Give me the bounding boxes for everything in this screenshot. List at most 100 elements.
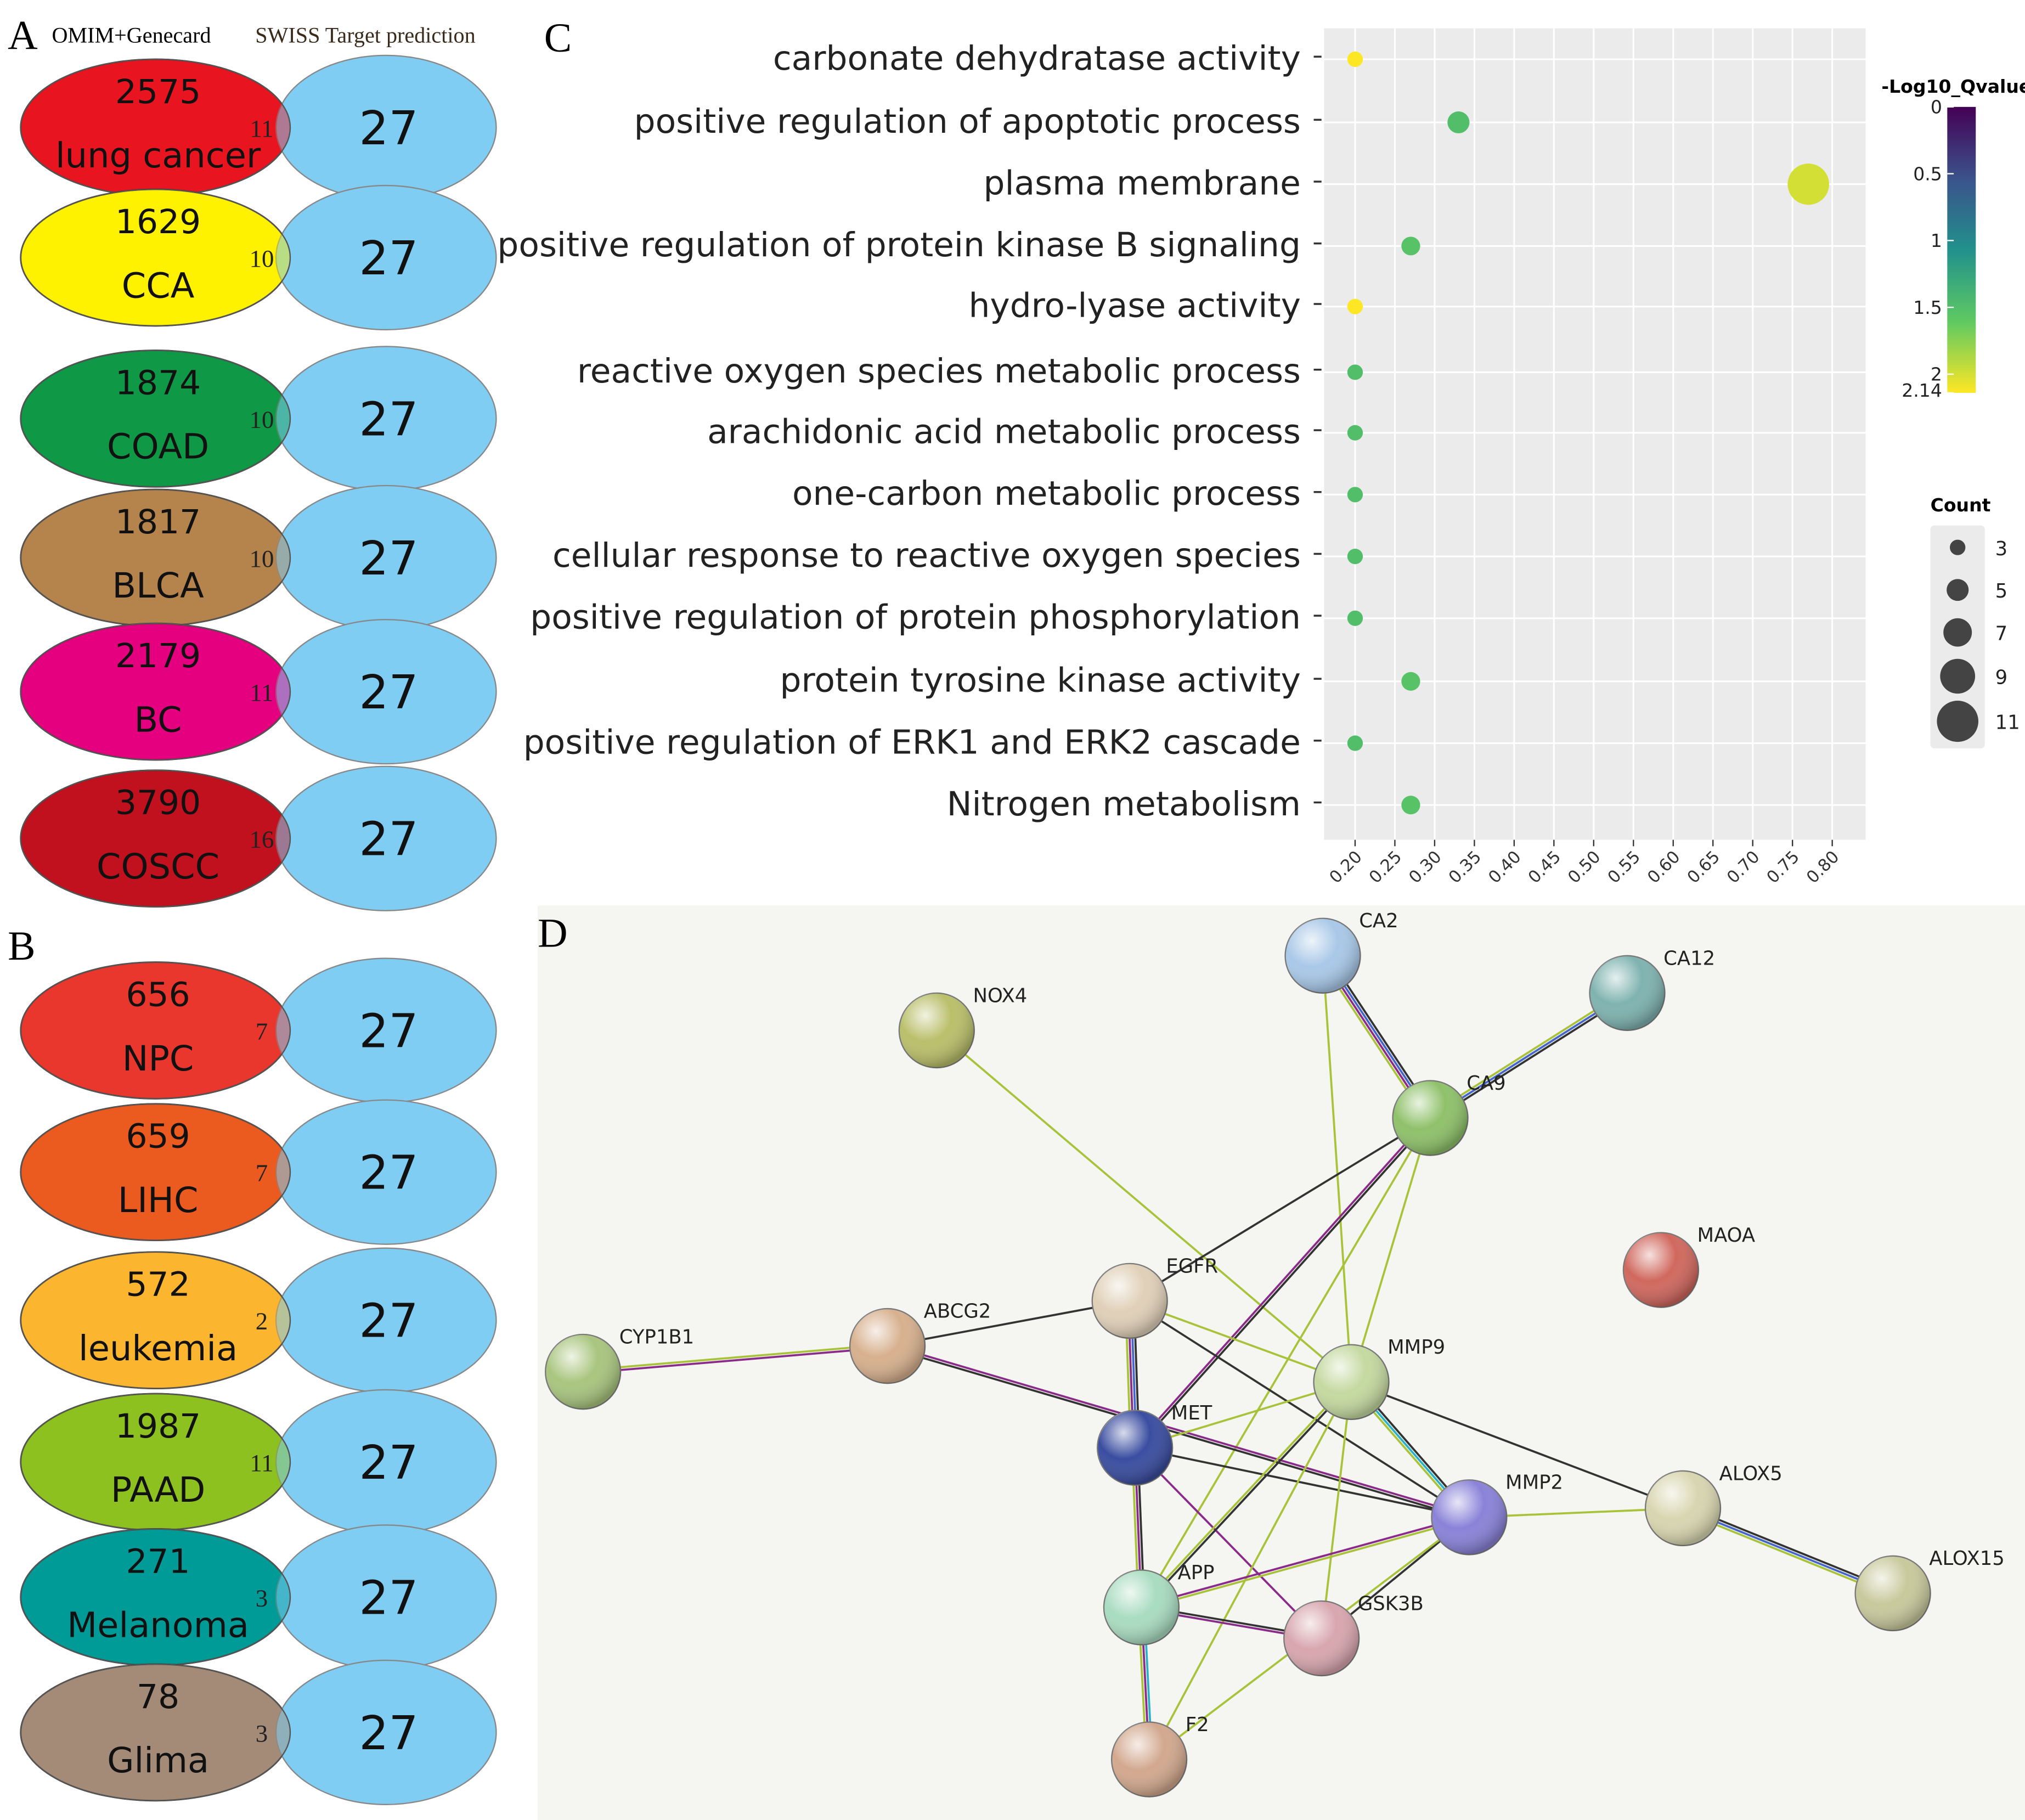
node-shine [1284,1601,1360,1676]
set-name: Glima [107,1740,209,1780]
y-tick-label: positive regulation of protein kinase B … [497,226,1300,264]
overlap-count: 7 [256,1159,268,1187]
edge [583,1343,888,1372]
y-tick-label: Nitrogen metabolism [947,785,1301,824]
edge [1135,1118,1432,1450]
set-count: 1987 [115,1407,201,1446]
y-tick-label: hydro-lyase activity [968,286,1300,325]
overlap-tint [20,961,291,1100]
node-label: APP [1178,1562,1215,1584]
node-label: CA2 [1359,910,1398,932]
edge [1320,1382,1352,1639]
set-count: 572 [126,1265,190,1304]
dot [1347,549,1363,565]
size-label: 11 [1995,712,2020,734]
color-legend-title: -Log10_Qvalue [1881,76,2025,97]
set-count: 659 [126,1117,190,1156]
panel-label: C [544,15,572,61]
overlap-count: 11 [250,679,273,706]
overlap-tint [20,188,291,327]
y-tick-label: protein tyrosine kinase activity [780,661,1300,700]
size-key [1950,539,1966,555]
dot [1447,111,1470,133]
y-tick-label: one-carbon metabolic process [792,474,1301,513]
node-label: F2 [1186,1714,1209,1736]
network-panel [538,905,2025,1820]
edge [1133,1116,1430,1448]
set-name: COSCC [97,846,219,887]
overlap-count: 11 [250,115,273,142]
target-count: 27 [359,1294,418,1348]
color-tick-label: 0 [1931,97,1942,118]
node-shine [1313,1344,1389,1419]
y-tick-label: positive regulation of ERK1 and ERK2 cas… [523,723,1301,762]
node-label: ALOX5 [1719,1462,1783,1485]
set-count: 1874 [115,363,201,402]
target-count: 27 [359,101,418,155]
node-shine [1623,1232,1699,1308]
size-label: 3 [1995,538,2008,560]
dot [1347,735,1363,751]
node-label: MET [1171,1402,1212,1424]
size-label: 9 [1995,667,2008,689]
dot [1401,236,1420,256]
x-tick-label: 0.35 [1445,847,1485,887]
dot [1401,796,1420,815]
node-label: EGFR [1166,1255,1218,1277]
node-shine [1097,1410,1173,1485]
node-label: ABCG2 [924,1300,991,1323]
left-title: OMIM+Genecard [52,23,211,48]
node-label: ALOX15 [1929,1547,2005,1570]
target-count: 27 [359,1706,418,1760]
edge [1148,1381,1352,1760]
node-shine [1589,955,1665,1030]
target-count: 27 [359,1435,418,1490]
edge [1134,1447,1323,1639]
panel-label: A [8,13,38,58]
y-tick-label: cellular response to reactive oxygen spe… [552,536,1301,575]
set-count: 1629 [115,202,201,241]
color-tick-label: 2.14 [1902,380,1942,401]
color-tick-label: 1.5 [1913,297,1942,318]
overlap-tint [20,1663,291,1801]
overlap-count: 11 [250,1449,273,1477]
dot [1401,672,1420,691]
edge [1129,1300,1352,1383]
node-label: MAOA [1697,1224,1756,1247]
right-set [275,1659,497,1806]
overlap-count: 16 [250,826,274,853]
dot [1787,164,1829,205]
node-shine [850,1309,926,1384]
x-tick-label: 0.20 [1326,847,1366,887]
edge [1322,955,1352,1382]
x-tick-label: 0.70 [1723,847,1763,887]
right-set [275,765,497,911]
x-tick-label: 0.60 [1644,847,1684,887]
node-shine [1855,1556,1931,1631]
edge [1141,1382,1353,1609]
plot-background [1324,28,1866,840]
y-tick-label: reactive oxygen species metabolic proces… [577,352,1301,391]
x-tick-label: 0.30 [1406,847,1446,887]
node-label: CYP1B1 [619,1326,694,1349]
node-label: GSK3B [1358,1592,1424,1615]
right-title: SWISS Target prediction [255,23,475,48]
edge [1351,1381,1684,1509]
x-tick-label: 0.50 [1565,847,1605,887]
x-tick-label: 0.75 [1763,847,1803,887]
edge [887,1343,1470,1517]
overlap-tint [20,1103,291,1241]
x-tick-label: 0.55 [1604,847,1644,887]
node-shine [1112,1722,1187,1797]
set-name: BC [134,700,182,740]
edge [1135,1446,1470,1519]
target-count: 27 [359,531,418,585]
overlap-count: 2 [256,1308,268,1335]
size-label: 5 [1995,580,2008,602]
overlap-tint [20,623,291,761]
size-label: 7 [1995,623,2008,645]
size-legend-title: Count [1931,494,1991,516]
edge [1141,1515,1469,1607]
color-tick-label: 2 [1931,364,1942,385]
